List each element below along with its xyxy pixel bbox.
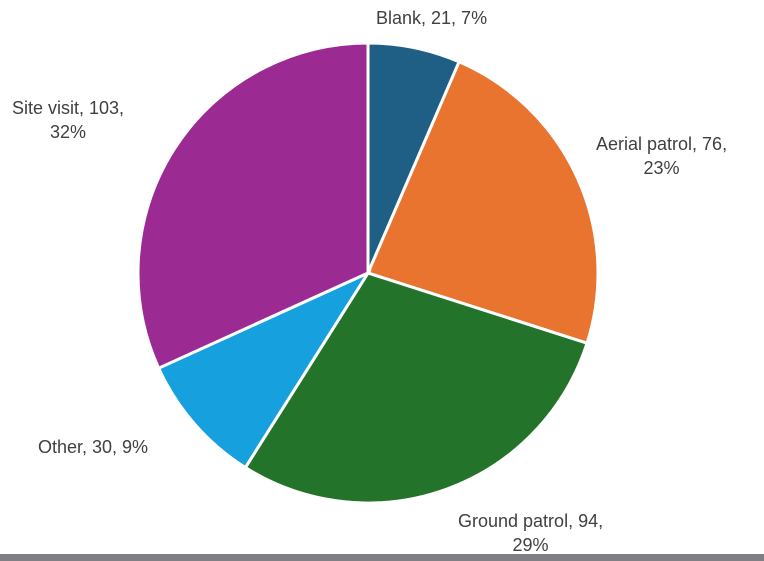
bottom-border-bar xyxy=(0,554,764,561)
data-label-other-text: Other, 30, 9% xyxy=(38,437,149,457)
pie-slice-ground-patrol xyxy=(243,271,589,505)
data-label-site-visit-line2: 32% xyxy=(50,122,87,142)
data-label-other: Other, 30, 9% xyxy=(38,435,148,459)
data-label-aerial-patrol-line1: Aerial patrol, 76, xyxy=(596,134,728,154)
pie-slice-site-visit xyxy=(136,41,370,371)
data-label-ground-patrol: Ground patrol, 94, 29% xyxy=(458,509,603,557)
data-label-site-visit: Site visit, 103, 32% xyxy=(12,96,124,144)
data-label-ground-patrol-line1: Ground patrol, 94, xyxy=(458,511,604,531)
data-label-site-visit-line1: Site visit, 103, xyxy=(12,98,125,118)
pie-slice-aerial-patrol xyxy=(365,59,600,346)
data-label-aerial-patrol-line2: 23% xyxy=(643,158,680,178)
data-label-ground-patrol-line2: 29% xyxy=(512,535,549,555)
pie-slices xyxy=(136,41,600,505)
data-label-blank: Blank, 21, 7% xyxy=(376,6,487,30)
pie-slice-other xyxy=(156,269,372,470)
data-label-aerial-patrol: Aerial patrol, 76, 23% xyxy=(596,132,727,180)
data-label-blank-text: Blank, 21, 7% xyxy=(376,8,488,28)
